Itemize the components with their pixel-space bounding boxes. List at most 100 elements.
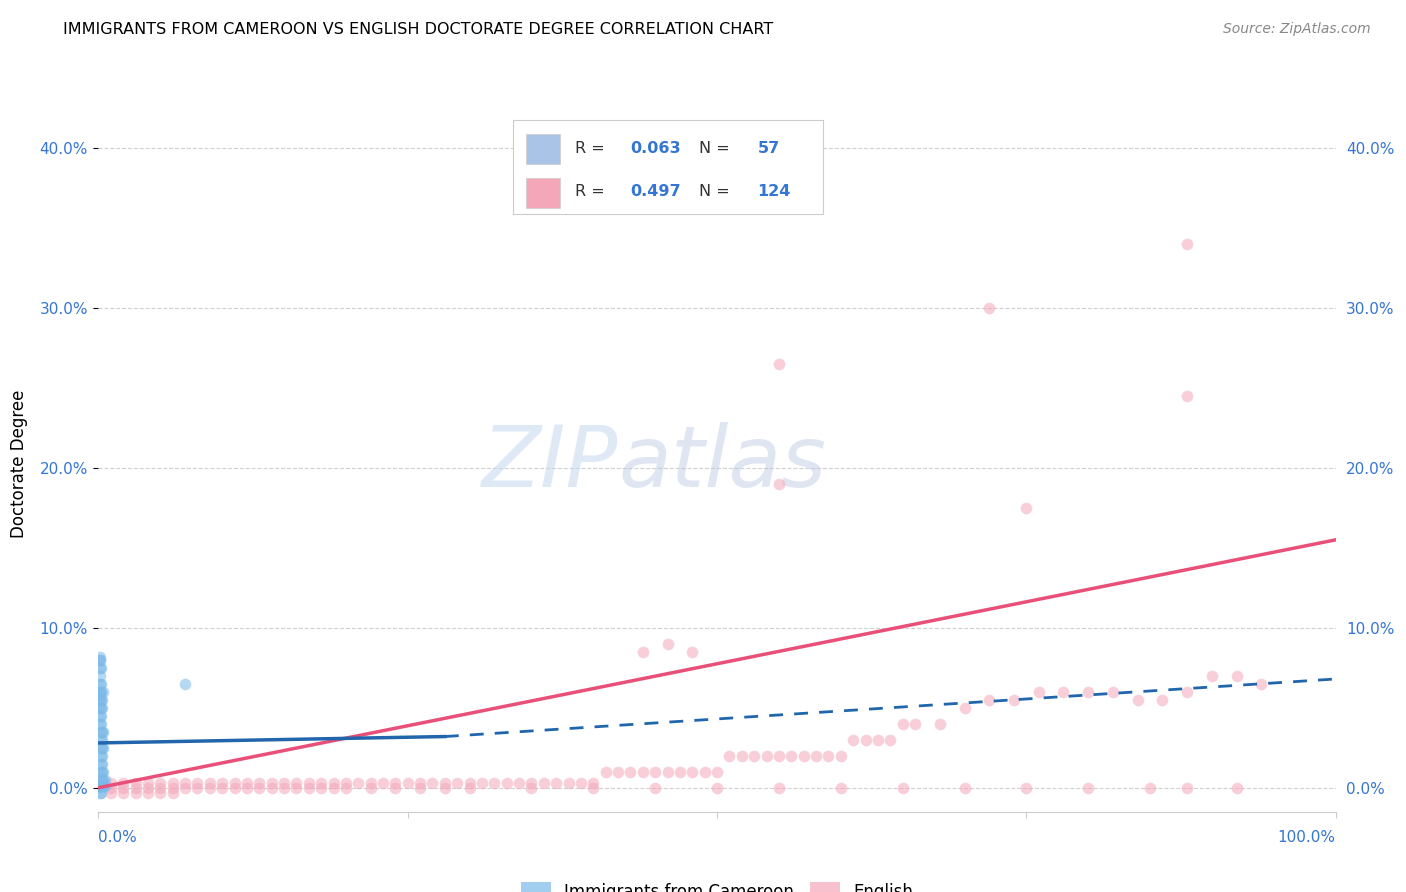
Point <box>768 476 790 491</box>
Point <box>768 780 790 795</box>
Point <box>236 776 259 790</box>
Point <box>91 724 114 739</box>
Point <box>273 776 295 790</box>
Point <box>1175 389 1198 403</box>
Text: 100.0%: 100.0% <box>1278 830 1336 845</box>
Point <box>100 776 122 790</box>
Point <box>830 748 852 763</box>
Point <box>384 780 406 795</box>
Point <box>112 785 135 799</box>
Point <box>90 740 112 755</box>
Point <box>186 780 208 795</box>
Point <box>90 708 112 723</box>
Point <box>1015 780 1038 795</box>
Point <box>1126 692 1149 706</box>
Point <box>174 677 197 691</box>
Point <box>136 785 159 799</box>
Point <box>1250 677 1272 691</box>
Point <box>693 764 716 779</box>
Point <box>644 780 666 795</box>
Point <box>89 669 111 683</box>
Point <box>149 785 172 799</box>
Point <box>979 301 1001 315</box>
Point <box>136 776 159 790</box>
Point <box>1175 685 1198 699</box>
Point <box>298 776 321 790</box>
Point <box>1102 685 1125 699</box>
Point <box>174 776 197 790</box>
Point <box>93 772 115 787</box>
FancyBboxPatch shape <box>526 135 560 164</box>
Point <box>422 776 444 790</box>
Point <box>93 685 115 699</box>
Point <box>595 764 617 779</box>
Point <box>89 779 111 793</box>
Point <box>90 756 112 771</box>
Point <box>582 780 605 795</box>
Point <box>1175 780 1198 795</box>
Y-axis label: Doctorate Degree: Doctorate Degree <box>10 390 28 538</box>
Point <box>817 748 839 763</box>
Point <box>149 776 172 790</box>
Point <box>1052 685 1074 699</box>
Text: ZIP: ZIP <box>482 422 619 506</box>
Point <box>93 779 115 793</box>
Point <box>89 649 111 664</box>
Point <box>681 645 703 659</box>
Point <box>879 732 901 747</box>
Point <box>706 780 728 795</box>
Point <box>1175 236 1198 251</box>
Text: 124: 124 <box>758 184 792 199</box>
Point <box>520 780 543 795</box>
Point <box>90 677 112 691</box>
Text: R =: R = <box>575 184 610 199</box>
Point <box>731 748 754 763</box>
Point <box>360 780 382 795</box>
Point <box>607 764 630 779</box>
Point <box>89 716 111 731</box>
Point <box>198 776 221 790</box>
Point <box>718 748 741 763</box>
Point <box>360 776 382 790</box>
Text: R =: R = <box>575 141 610 156</box>
Point <box>90 748 112 763</box>
Point <box>247 776 270 790</box>
Point <box>91 692 114 706</box>
Point <box>89 779 111 793</box>
Point <box>891 716 914 731</box>
Point <box>260 780 283 795</box>
Point <box>409 776 432 790</box>
Point <box>260 776 283 790</box>
Point <box>557 776 579 790</box>
Point <box>706 764 728 779</box>
Text: Source: ZipAtlas.com: Source: ZipAtlas.com <box>1223 22 1371 37</box>
Point <box>793 748 815 763</box>
Point <box>224 780 246 795</box>
Point <box>112 780 135 795</box>
Point <box>124 776 146 790</box>
Point <box>124 780 146 795</box>
Point <box>89 779 111 793</box>
Point <box>90 700 112 714</box>
Point <box>855 732 877 747</box>
Point <box>93 724 115 739</box>
Point <box>657 637 679 651</box>
Point <box>149 780 172 795</box>
Point <box>124 785 146 799</box>
Point <box>433 776 456 790</box>
Point <box>93 740 115 755</box>
Text: 0.063: 0.063 <box>631 141 682 156</box>
Text: 0.0%: 0.0% <box>98 830 138 845</box>
Point <box>112 776 135 790</box>
Point <box>1077 780 1099 795</box>
Point <box>804 748 827 763</box>
Point <box>309 776 332 790</box>
Point <box>162 776 184 790</box>
Point <box>91 764 114 779</box>
Point <box>1002 692 1025 706</box>
Point <box>93 764 115 779</box>
Point <box>484 776 506 790</box>
Point <box>89 779 111 793</box>
Point <box>384 776 406 790</box>
Point <box>174 780 197 795</box>
